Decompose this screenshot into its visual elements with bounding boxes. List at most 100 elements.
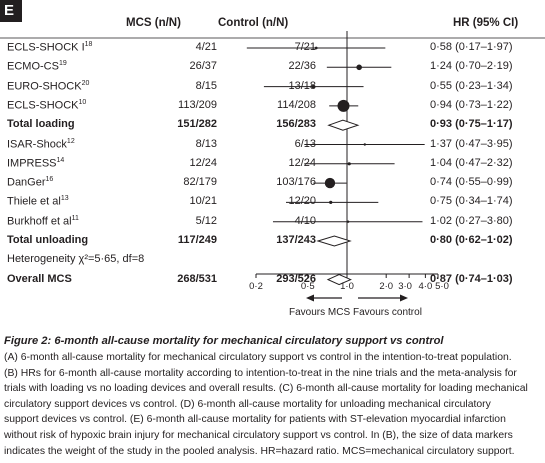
hr-marker [324, 177, 336, 189]
control-count: 22/36 [288, 60, 316, 73]
mcs-count: 8/15 [195, 79, 217, 92]
hr-value: 1·02 (0·27–3·80) [430, 214, 513, 227]
control-count: 12/24 [288, 156, 316, 169]
x-tick-label: 5·0 [435, 281, 449, 292]
hr-value: 0·75 (0·34–1·74) [430, 195, 513, 208]
caption-line: circulatory support devices vs control. … [4, 398, 491, 410]
control-count: 6/13 [294, 137, 316, 150]
header-control: Control (n/N) [218, 17, 289, 29]
row-label: ECMO-CS19 [7, 60, 67, 73]
pooled-estimate-diamond [326, 274, 352, 286]
panel-letter: E [4, 2, 15, 19]
forest-plot-figure: E MCS (n/N) Control (n/N) HR (95% CI) EC… [0, 0, 545, 318]
mcs-count: 117/249 [177, 234, 217, 246]
x-tick-label: 3·0 [398, 281, 412, 292]
row-label-text: IMPRESS [7, 157, 57, 170]
favours-control-label: Favours control [353, 307, 422, 318]
caption-line: without risk of hypoxic brain injury for… [4, 429, 513, 441]
row-label: ECLS-SHOCK10 [7, 99, 86, 112]
x-tick-label: 1·0 [340, 281, 354, 292]
control-count: 103/176 [276, 176, 316, 189]
row-label-text: EURO-SHOCK [7, 80, 82, 93]
control-count: 293/526 [276, 272, 316, 285]
row-label: ISAR-Shock12 [7, 138, 75, 151]
mcs-count: 82/179 [183, 176, 217, 189]
row-label: Thiele et al13 [7, 195, 69, 208]
mcs-count: 113/209 [178, 98, 217, 111]
row-label: EURO-SHOCK20 [7, 80, 89, 93]
row-label: Overall MCS [7, 273, 72, 285]
favours-mcs-label: Favours MCS [289, 307, 351, 318]
row-label: DanGer16 [7, 176, 53, 189]
x-tick-label: 0·2 [249, 281, 263, 292]
reference-number: 12 [66, 137, 75, 145]
pooled-estimate-diamond [316, 235, 352, 247]
x-tick-label: 4·0 [418, 281, 433, 292]
row-label-text: Total unloading [7, 234, 89, 246]
row-label-text: Heterogeneity χ²=5·65, df=8 [7, 253, 145, 266]
hr-value: 1·24 (0·70–2·19) [430, 60, 513, 73]
row-label-text: ECLS-SHOCK I [7, 41, 85, 54]
control-count: 13/18 [288, 79, 316, 92]
figure-caption-body: (A) 6-month all-cause mortality for mech… [4, 350, 541, 459]
caption-line: (B) HRs for 6-month all-cause mortality … [4, 367, 517, 379]
mcs-count: 8/13 [195, 137, 217, 150]
hr-marker [314, 46, 318, 50]
hr-value: 0·87 (0·74–1·03) [430, 272, 513, 285]
control-count: 137/243 [276, 234, 316, 246]
row-label: Total loading [7, 118, 75, 130]
caption-line: support devices vs control. (E) 6-month … [4, 414, 506, 426]
caption-line: trials with loading vs no loading device… [4, 383, 528, 395]
reference-number: 11 [71, 214, 79, 222]
reference-number: 13 [60, 195, 69, 203]
hr-value: 0·55 (0·23–1·34) [430, 79, 513, 92]
hr-value: 0·58 (0·17–1·97) [430, 41, 513, 53]
row-label-text: Thiele et al [7, 196, 61, 209]
row-label: Burkhoff et al11 [7, 215, 79, 228]
figure-caption-title: Figure 2: 6-month all-cause mortality fo… [4, 335, 444, 347]
mcs-count: 10/21 [189, 195, 217, 208]
row-label: IMPRESS14 [7, 157, 64, 170]
mcs-count: 4/21 [195, 41, 217, 53]
hr-marker [363, 143, 366, 146]
control-count: 12/20 [288, 195, 316, 208]
hr-value: 1·37 (0·47–3·95) [430, 137, 513, 150]
row-label: ECLS-SHOCK I18 [7, 41, 92, 54]
hr-marker [347, 162, 351, 166]
row-label-text: ISAR-Shock [7, 138, 67, 151]
forest-plot-chart [0, 31, 545, 302]
header-mcs: MCS (n/N) [126, 17, 181, 29]
row-label-text: DanGer [7, 176, 46, 189]
row-label: Heterogeneity χ²=5·65, df=8 [7, 253, 144, 265]
reference-number: 20 [81, 79, 90, 87]
favours-control-arrowhead [400, 294, 408, 302]
control-count: 156/283 [276, 118, 316, 131]
pooled-estimate-diamond [327, 119, 360, 131]
hr-marker [356, 64, 362, 71]
mcs-count: 12/24 [189, 156, 217, 169]
control-count: 4/10 [294, 214, 316, 227]
reference-number: 14 [56, 156, 65, 164]
hr-value: 0·94 (0·73–1·22) [430, 98, 513, 111]
hr-value: 0·80 (0·62–1·02) [430, 234, 513, 246]
hr-value: 0·74 (0·55–0·99) [430, 176, 513, 189]
hr-value: 0·93 (0·75–1·17) [430, 118, 513, 131]
reference-number: 19 [58, 60, 67, 68]
header-hr: HR (95% CI) [453, 17, 519, 29]
caption-line: indicates the weight of the study in the… [4, 445, 515, 457]
favours-mcs-arrowhead [306, 294, 314, 302]
row-label: Total unloading [7, 234, 88, 246]
row-label-text: ECMO-CS [7, 60, 59, 73]
row-label-text: Burkhoff et al [7, 215, 72, 228]
row-label-text: Total loading [7, 118, 75, 131]
x-tick-label: 2·0 [379, 281, 394, 292]
reference-number: 10 [78, 98, 87, 106]
hr-marker [337, 99, 350, 112]
mcs-count: 5/12 [195, 214, 217, 227]
hr-marker [329, 200, 333, 204]
mcs-count: 26/37 [189, 60, 217, 73]
hr-value: 1·04 (0·47–2·32) [430, 156, 513, 169]
reference-number: 16 [45, 176, 54, 184]
panel-label: E [0, 0, 22, 22]
row-label-text: Overall MCS [7, 272, 72, 285]
